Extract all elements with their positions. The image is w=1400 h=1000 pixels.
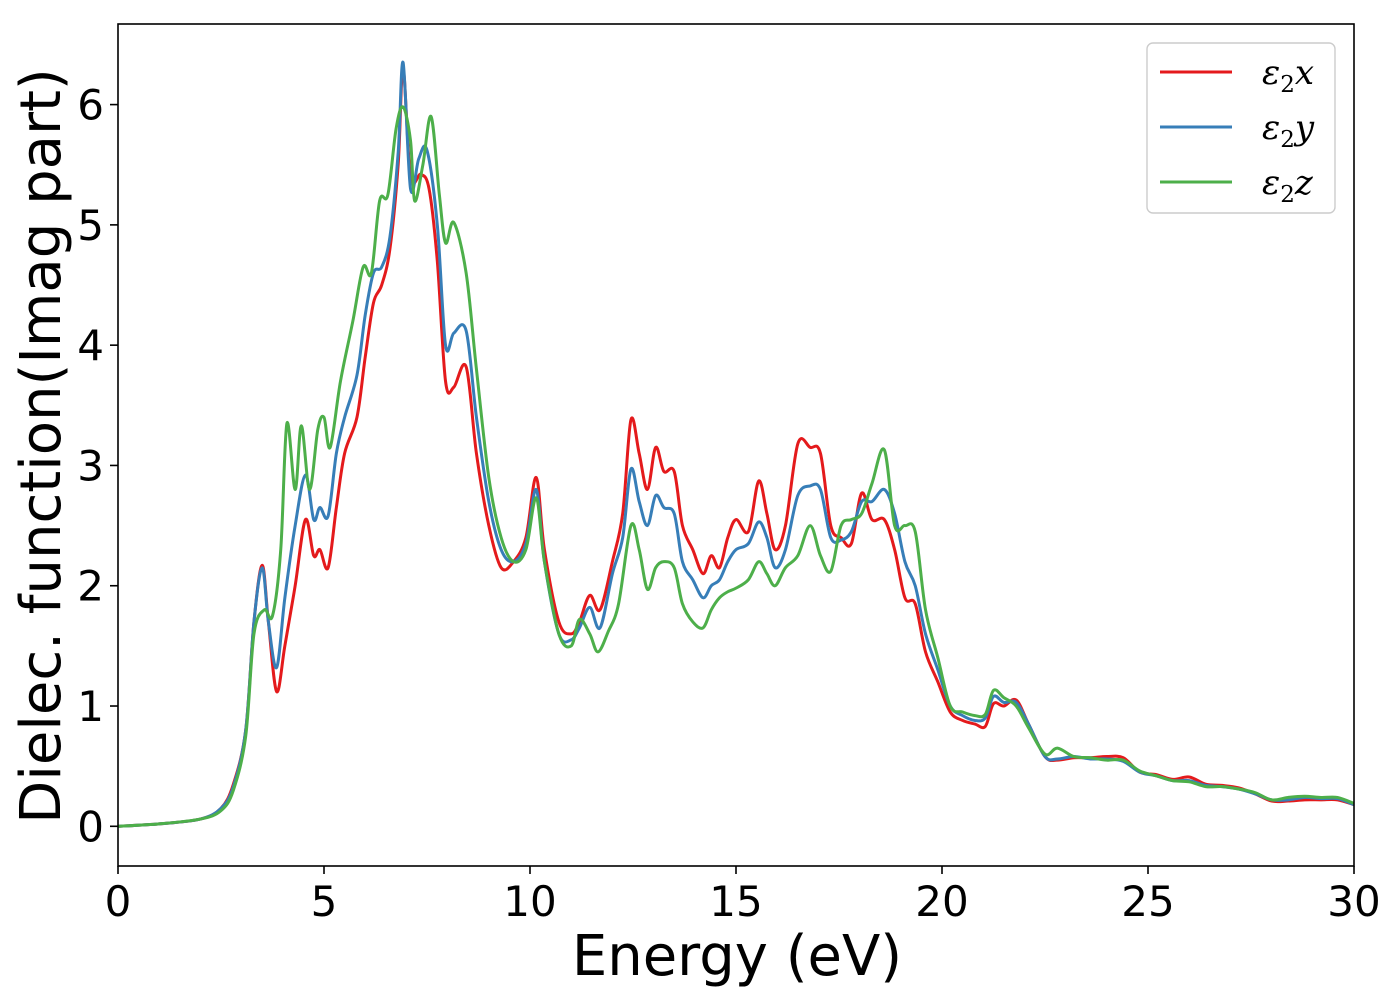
x-tick-label: 10 (503, 877, 556, 926)
x-tick-label: 0 (105, 877, 132, 926)
x-tick-label: 5 (311, 877, 338, 926)
y-tick-label: 0 (77, 802, 104, 851)
series-layer (118, 60, 1354, 828)
x-tick-label: 30 (1327, 877, 1380, 926)
y-tick-label: 2 (77, 562, 104, 611)
x-tick-label: 20 (915, 877, 968, 926)
legend-entry-z: ε2z (1262, 163, 1314, 208)
legend: ε2x ε2y ε2z (1146, 42, 1336, 214)
x-tick-label: 15 (709, 877, 762, 926)
y-tick-label: 1 (77, 682, 104, 731)
legend-entry-x: ε2x (1262, 53, 1314, 98)
legend-box (1146, 42, 1336, 214)
x-tick-label: 25 (1121, 877, 1174, 926)
y-axis-label: Dielec. function(Imag part) (9, 68, 74, 824)
series-line-z (118, 105, 1354, 828)
x-axis-label: Energy (eV) (572, 924, 902, 989)
y-tick-label: 6 (77, 81, 104, 130)
legend-entry-y: ε2y (1262, 108, 1315, 153)
y-tick-label: 3 (77, 441, 104, 490)
series-line-y (118, 60, 1354, 828)
axes-layer: 0 5 10 15 20 25 30 0 1 2 3 4 5 6 (77, 23, 1381, 926)
y-tick-label: 5 (77, 201, 104, 250)
y-tick-label: 4 (77, 321, 104, 370)
